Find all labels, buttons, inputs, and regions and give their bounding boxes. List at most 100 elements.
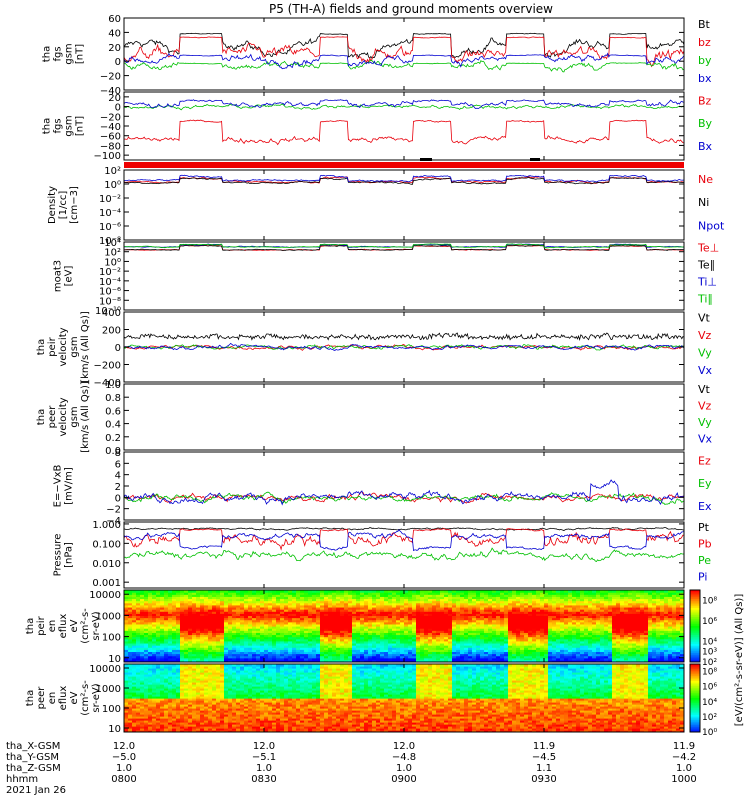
legend-entry-By: By (698, 117, 713, 130)
svg-text:tha: tha (42, 46, 53, 62)
y-tick-label: 8 (115, 448, 121, 459)
y-tick-label: 10⁻⁶ (99, 222, 121, 233)
legend-entry-Vt: Vt (698, 383, 711, 396)
y-axis-label-temp: moat3 [eV] (53, 260, 75, 292)
y-tick-label: 6 (115, 459, 121, 470)
status-bar (124, 158, 684, 168)
y-tick-label: 10⁻¹⁰ (95, 306, 121, 317)
x-tick-label: 1000 (671, 774, 696, 785)
x-tick-label: −5.1 (252, 752, 276, 763)
colorbar-tick: 10⁴ (702, 637, 717, 647)
legend-entry-Te∥: Te∥ (697, 258, 715, 271)
legend-entry-Pe: Pe (698, 554, 711, 567)
x-tick-label: 11.9 (533, 741, 555, 752)
y-tick-label: 10² (104, 166, 121, 177)
legend-entry-Ne: Ne (698, 173, 713, 186)
series-efield-Ex (124, 479, 684, 506)
legend-entry-by: by (698, 54, 712, 67)
svg-text:[km/s (All Qs)]: [km/s (All Qs)] (80, 311, 91, 383)
svg-text:fgs: fgs (53, 46, 64, 61)
y-tick-label: 0.100 (92, 539, 121, 550)
series-temp-Te∥ (124, 244, 684, 251)
svg-text:Pressure: Pressure (53, 534, 64, 577)
date-label: 2021 Jan 26 (6, 785, 66, 796)
legend-entry-Ni: Ni (698, 196, 709, 209)
x-tick-label: −5.0 (112, 752, 136, 763)
y-tick-label: 0.2 (105, 433, 121, 444)
series-peir_vel-Vy (124, 344, 684, 351)
x-tick-label: 1.1 (536, 763, 552, 774)
legend-peir_vel: Vt Vz Vy Vx (698, 312, 713, 378)
y-tick-label: −80 (100, 141, 121, 152)
legend-fgs: Bt bz by bx (698, 18, 712, 85)
panel-peer_vel: Vt Vz Vy Vx 1.0 0.8 0.6 0.4 0.2 0.0 tha peer velocit… (36, 380, 713, 457)
y-tick-label: 0 (115, 493, 121, 504)
svg-text:tha: tha (36, 409, 47, 425)
svg-text:tha: tha (36, 339, 47, 355)
colorbar-tick: 10⁶ (702, 617, 717, 627)
panel-frame (123, 383, 685, 451)
y-tick-label: −60 (100, 132, 121, 143)
y-tick-label: 10⁻² (99, 267, 121, 278)
x-tick-label: 0800 (111, 774, 136, 785)
legend-temp: Te⊥ Te∥ Ti⊥ Ti∥ (697, 241, 719, 305)
y-tick-label: 0.001 (92, 578, 121, 589)
colorbars: 10⁸10⁶10⁴10³10²10⁸10⁶10⁴10²10⁰[eV/(cm²-s… (689, 589, 745, 738)
y-tick-label: 0.6 (105, 406, 121, 417)
y-axis-label-efield: E=−VxB [mV/m] (53, 465, 75, 508)
series-pressure-Pe (124, 547, 684, 562)
spectrogram-peer_en (124, 664, 684, 732)
legend-entry-Vx: Vx (698, 433, 713, 446)
svg-text:[nT]: [nT] (75, 44, 86, 64)
legend-entry-Vy: Vy (698, 347, 712, 360)
x-tick-label: 1.0 (676, 763, 692, 774)
svg-text:gsm: gsm (69, 406, 80, 427)
y-tick-label: 40 (108, 28, 121, 39)
y-axis-label-peir_vel: tha peir velocity gsm [km/s (All Qs)] (36, 311, 91, 383)
y-tick-label: 10000 (89, 664, 121, 675)
series-peir_vel-Vt (124, 332, 684, 342)
y-tick-label: 1000 (96, 611, 121, 622)
legend-entry-Bt: Bt (698, 18, 711, 31)
x-tick-label: 12.0 (113, 741, 135, 752)
legend-entry-Pb: Pb (698, 538, 712, 551)
legend-entry-Vy: Vy (698, 416, 712, 429)
x-tick-label: 11.9 (673, 741, 695, 752)
legend-entry-bz: bz (698, 36, 711, 49)
y-tick-label: 1.000 (92, 520, 121, 531)
series-density-Npot (124, 174, 684, 183)
panel-peir_en: 10000 1000 100 10 tha peir en eflux eV (cm²-s-sr-… (25, 589, 685, 665)
svg-text:gsm: gsm (69, 336, 80, 357)
legend-entry-Ex: Ex (698, 500, 712, 513)
series-temp-Ti∥ (124, 243, 684, 249)
y-tick-label: 0.0 (105, 446, 121, 457)
svg-text:fgs: fgs (53, 118, 64, 133)
x-tick-label: 0830 (251, 774, 276, 785)
legend-entry-Bz: Bz (698, 94, 712, 107)
y-tick-label: 10⁴ (104, 238, 121, 249)
legend-entry-Npot: Npot (698, 220, 725, 233)
legend-entry-Vz: Vz (698, 400, 712, 413)
y-tick-label: 10 (108, 724, 121, 735)
colorbar-tick: 10³ (702, 648, 717, 658)
x-tick-label: −4.5 (532, 752, 556, 763)
y-tick-label: 10⁻² (99, 194, 121, 205)
series-fgs-bz (124, 36, 684, 68)
panel-pressure: Pt Pb Pe Pi 1.000 0.100 0.010 0.001 Pressure [nPa… (53, 520, 712, 589)
svg-text:velocity: velocity (58, 397, 69, 436)
y-tick-label: 200 (102, 326, 121, 337)
svg-text:Density: Density (47, 186, 58, 224)
y-tick-label: 60 (108, 14, 121, 25)
spectrogram-peir_en (124, 590, 684, 662)
y-tick-label: 10 (108, 654, 121, 665)
y-tick-label: 10⁻⁴ (99, 208, 121, 219)
colorbar-tick: 10⁰ (702, 728, 717, 738)
legend-fgs_gsm: Bz By Bx (698, 94, 713, 152)
x-tick-label: 1.0 (256, 763, 272, 774)
legend-entry-Pi: Pi (698, 571, 707, 584)
x-row-label: tha_Y-GSM (6, 752, 59, 763)
y-tick-label: 2 (115, 482, 121, 493)
